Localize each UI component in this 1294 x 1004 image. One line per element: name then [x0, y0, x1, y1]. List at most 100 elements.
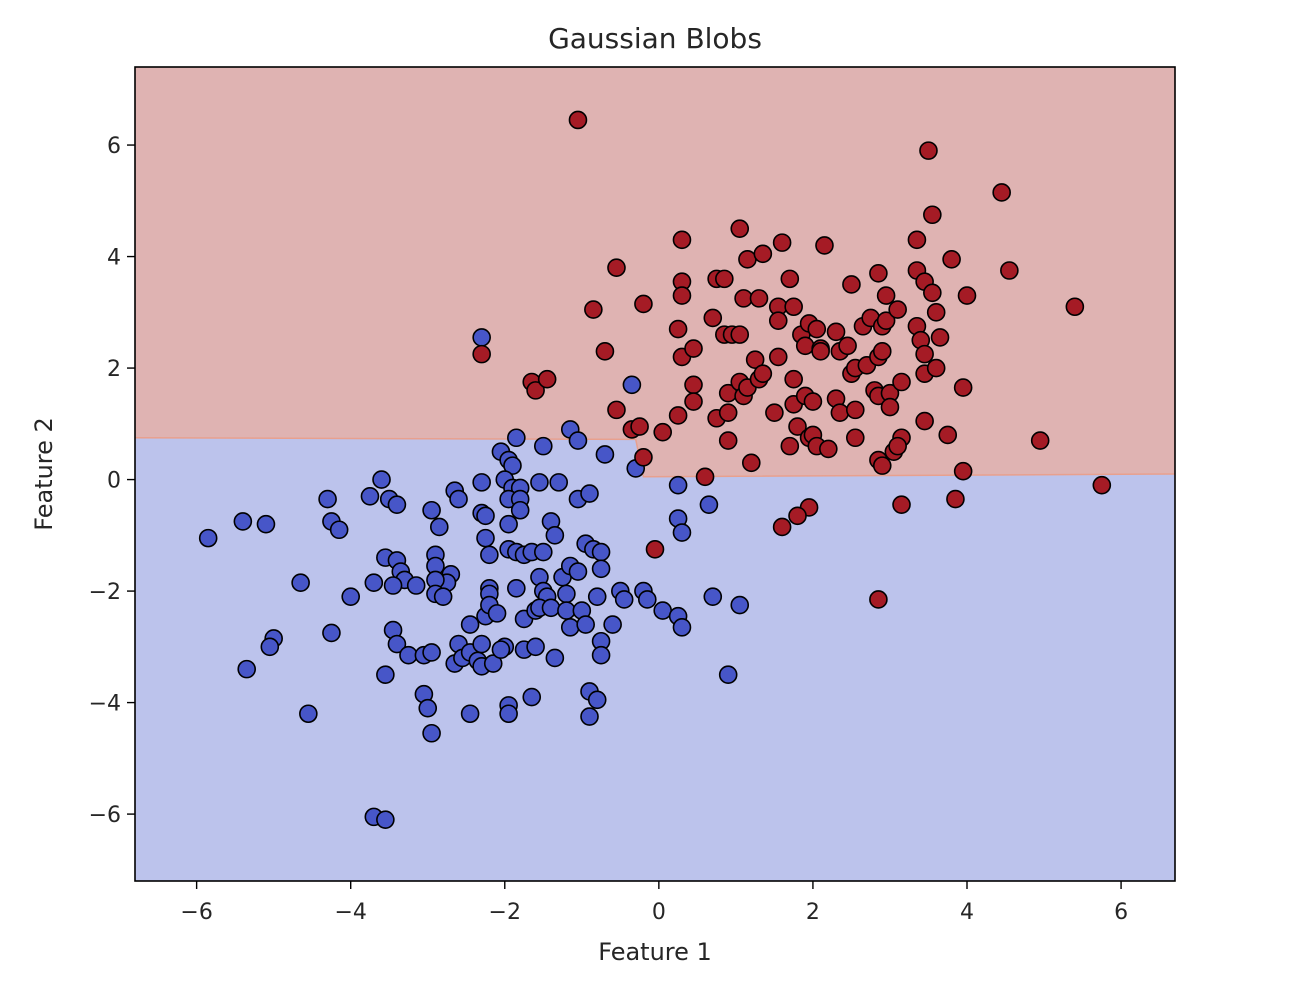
- y-tick-label: 0: [107, 469, 121, 494]
- point-class-1: [768, 311, 788, 330]
- point-class-0: [476, 506, 495, 526]
- point-class-1: [872, 342, 892, 361]
- point-class-1: [957, 286, 977, 305]
- point-class-1: [784, 369, 803, 389]
- point-class-1: [668, 319, 688, 339]
- point-class-0: [387, 634, 407, 654]
- point-class-1: [845, 428, 865, 448]
- y-tick-label: 6: [107, 134, 121, 159]
- point-class-0: [568, 431, 588, 450]
- point-class-0: [291, 573, 310, 593]
- point-class-1: [630, 417, 649, 436]
- point-class-0: [637, 590, 657, 609]
- point-class-0: [341, 587, 361, 606]
- point-class-1: [930, 328, 950, 347]
- point-class-0: [299, 704, 318, 724]
- point-class-1: [838, 336, 857, 356]
- point-class-0: [591, 645, 611, 665]
- point-class-1: [768, 347, 788, 367]
- point-class-0: [476, 528, 495, 548]
- point-class-1: [734, 289, 753, 308]
- point-class-1: [672, 230, 692, 250]
- point-class-0: [383, 576, 403, 595]
- point-class-1: [923, 205, 942, 225]
- point-class-0: [472, 328, 491, 347]
- point-class-1: [738, 250, 757, 269]
- point-class-1: [888, 300, 907, 319]
- point-class-0: [668, 475, 688, 495]
- point-class-1: [668, 406, 688, 425]
- point-class-0: [472, 634, 491, 654]
- x-tick-label: 4: [960, 900, 974, 925]
- point-class-1: [568, 110, 588, 130]
- point-class-1: [892, 372, 911, 392]
- point-class-0: [422, 723, 441, 743]
- point-class-0: [587, 690, 607, 710]
- chart-title: Gaussian Blobs: [548, 22, 762, 55]
- point-class-0: [460, 615, 480, 634]
- point-class-1: [926, 303, 946, 322]
- point-class-1: [1065, 297, 1085, 317]
- point-class-1: [607, 400, 626, 420]
- point-class-1: [803, 392, 823, 411]
- point-class-0: [460, 704, 480, 724]
- point-class-1: [938, 425, 958, 445]
- point-class-0: [580, 484, 599, 503]
- point-class-0: [487, 604, 507, 623]
- point-class-0: [580, 707, 599, 726]
- point-class-0: [595, 445, 615, 464]
- region-class-0: [135, 437, 1175, 881]
- point-class-0: [703, 587, 723, 606]
- y-axis-ticks: −6 −4 −2 0 2 4 6: [89, 134, 135, 828]
- point-class-0: [256, 514, 276, 534]
- point-class-1: [741, 453, 761, 473]
- point-class-0: [614, 590, 634, 609]
- point-class-0: [587, 587, 607, 606]
- point-class-0: [480, 545, 499, 565]
- point-class-0: [522, 687, 542, 707]
- x-tick-label: 0: [652, 900, 666, 925]
- point-class-1: [607, 258, 626, 278]
- point-class-1: [788, 506, 807, 526]
- point-class-1: [730, 219, 750, 238]
- point-class-1: [826, 322, 846, 342]
- point-class-1: [753, 244, 773, 264]
- point-class-0: [406, 576, 426, 595]
- point-class-0: [449, 489, 468, 509]
- point-class-1: [880, 397, 900, 417]
- y-tick-label: −2: [89, 580, 121, 605]
- plot-frame: [134, 66, 1176, 882]
- point-class-0: [418, 698, 438, 718]
- point-class-0: [433, 587, 453, 606]
- point-class-1: [842, 275, 861, 294]
- point-class-0: [653, 601, 673, 620]
- point-class-0: [699, 495, 719, 514]
- point-class-1: [926, 358, 946, 378]
- y-tick-label: −6: [89, 803, 121, 828]
- point-class-1: [788, 417, 807, 436]
- point-class-0: [545, 648, 565, 668]
- point-class-1: [634, 447, 653, 467]
- point-class-1: [953, 461, 973, 481]
- point-class-1: [780, 269, 800, 289]
- point-class-1: [784, 297, 803, 317]
- point-class-1: [718, 431, 738, 450]
- point-class-0: [429, 517, 449, 537]
- point-class-0: [541, 598, 561, 618]
- point-class-0: [591, 542, 611, 562]
- point-class-1: [915, 411, 934, 431]
- point-class-1: [942, 250, 961, 269]
- point-class-1: [526, 381, 545, 400]
- point-class-1: [780, 436, 800, 456]
- point-class-1: [869, 263, 888, 283]
- point-class-1: [919, 141, 938, 160]
- point-class-1: [772, 517, 792, 537]
- point-class-1: [730, 325, 750, 344]
- point-class-0: [510, 500, 530, 520]
- point-class-0: [387, 495, 407, 514]
- point-class-1: [872, 456, 892, 475]
- point-class-1: [703, 308, 723, 328]
- point-class-1: [595, 342, 615, 361]
